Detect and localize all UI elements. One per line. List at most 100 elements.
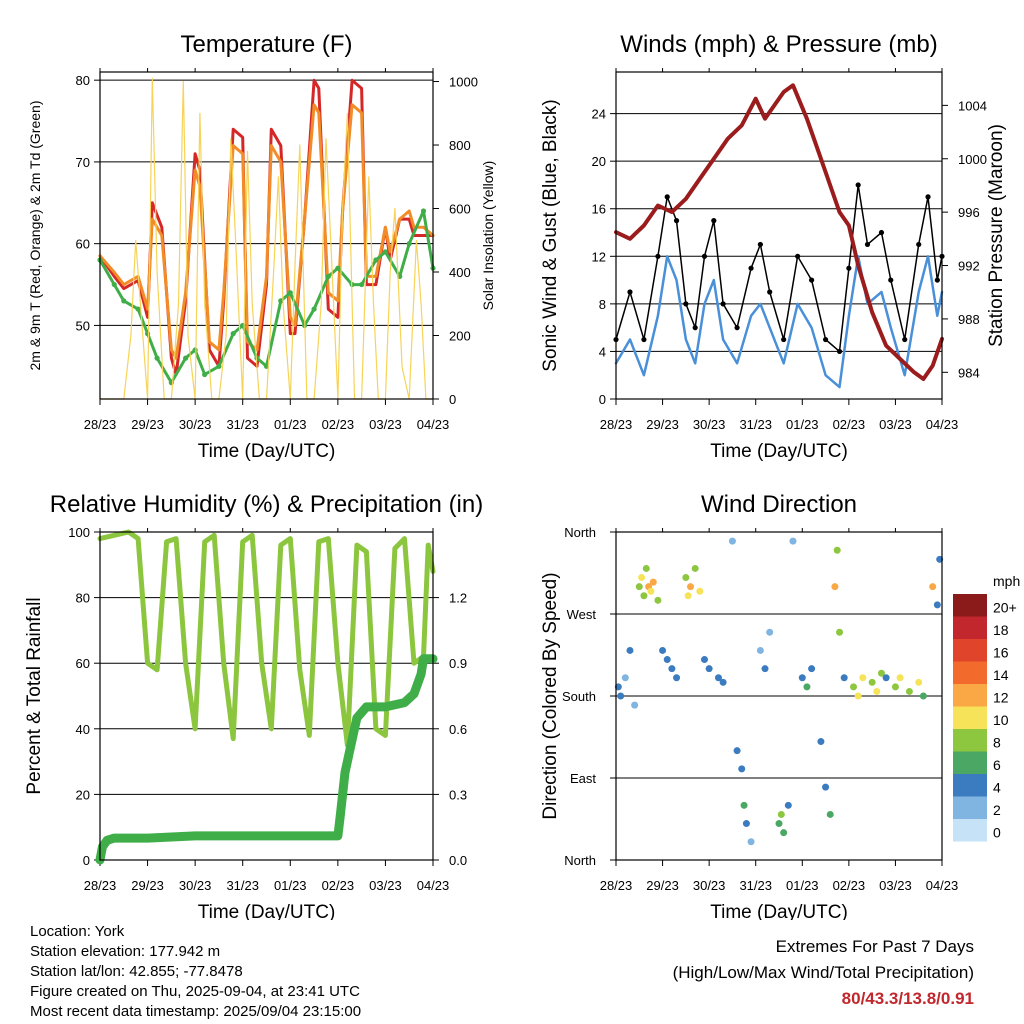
direction-point xyxy=(808,665,816,673)
gust-point xyxy=(664,194,670,200)
y-tick-label: 20 xyxy=(76,787,90,802)
gust-point xyxy=(855,182,861,188)
td-point xyxy=(183,355,189,361)
y-tick-label: 16 xyxy=(592,202,606,217)
station-latlon: Station lat/lon: 42.855; -77.8478 xyxy=(30,963,243,980)
gust-point xyxy=(836,348,843,355)
direction-point xyxy=(929,583,937,591)
legend-swatch xyxy=(953,661,987,684)
y2-tick-label: 988 xyxy=(958,312,980,327)
direction-point xyxy=(654,596,662,604)
y-tick-label: 0 xyxy=(83,853,90,868)
direction-point xyxy=(826,810,834,818)
direction-point xyxy=(728,537,736,545)
td-point xyxy=(230,331,236,337)
y2-tick-label: 1000 xyxy=(958,152,987,167)
y2-tick-label: 800 xyxy=(449,138,471,153)
x-tick-label: 31/23 xyxy=(226,417,259,432)
td-point xyxy=(325,273,331,279)
direction-point xyxy=(700,656,708,664)
td-point xyxy=(359,281,365,288)
direction-xlabel: Time (Day/UTC) xyxy=(710,902,848,920)
direction-frame xyxy=(615,531,943,861)
legend-label: 8 xyxy=(993,734,1001,750)
direction-point xyxy=(647,587,655,595)
direction-point xyxy=(659,646,667,654)
y-tick-label: 12 xyxy=(592,249,606,264)
direction-point xyxy=(617,692,625,700)
direction-point xyxy=(836,628,844,636)
td-point xyxy=(311,306,317,312)
legend-swatch xyxy=(953,706,987,729)
td-point xyxy=(202,371,208,378)
legend-label: 10 xyxy=(993,712,1009,728)
winds-chart: Winds (mph) & Pressure (mb) Time (Day/UTC… xyxy=(540,31,1007,462)
direction-point xyxy=(891,683,899,691)
x-tick-label: 29/23 xyxy=(131,878,164,893)
td-point xyxy=(382,249,389,255)
winds-frame xyxy=(615,71,943,400)
y-tick-label: 80 xyxy=(76,591,90,606)
direction-point xyxy=(840,674,848,682)
direction-point xyxy=(714,674,722,682)
gust-point xyxy=(692,325,698,331)
gust-point xyxy=(934,277,940,283)
direction-point xyxy=(850,683,858,691)
gust-point xyxy=(767,289,773,295)
y-tick-label: 70 xyxy=(76,155,90,170)
direction-point xyxy=(705,665,713,673)
direction-point xyxy=(873,687,881,695)
direction-point xyxy=(780,829,788,837)
legend-label: 4 xyxy=(993,779,1001,795)
direction-point xyxy=(882,674,890,682)
winds-ylabel: Sonic Wind & Gust (Blue, Black) xyxy=(540,99,561,371)
y2-tick-label: 0 xyxy=(449,392,456,407)
td-point xyxy=(111,281,117,288)
x-tick-label: 28/23 xyxy=(600,417,633,432)
legend-label: 6 xyxy=(993,757,1001,773)
x-tick-label: 04/23 xyxy=(417,878,450,893)
legend-label: 12 xyxy=(993,689,1009,705)
direction-point xyxy=(859,674,867,682)
x-tick-label: 31/23 xyxy=(739,878,772,893)
y-tick-label: 0 xyxy=(599,392,606,407)
extremes-values: 80/43.3/13.8/0.91 xyxy=(841,989,974,1008)
gust-point xyxy=(701,253,708,259)
y-tick-label: 40 xyxy=(76,722,90,737)
extremes-block: Extremes For Past 7 Days (High/Low/Max W… xyxy=(673,934,974,1012)
td-point xyxy=(420,208,427,214)
station-location: Location: York xyxy=(30,923,125,940)
td-point xyxy=(373,257,379,263)
x-tick-label: 31/23 xyxy=(226,878,259,893)
winds-xlabel: Time (Day/UTC) xyxy=(710,441,848,462)
x-tick-label: 03/23 xyxy=(369,878,402,893)
x-tick-label: 03/23 xyxy=(879,417,912,432)
gust-point xyxy=(781,336,787,343)
direction-point xyxy=(631,701,639,709)
direction-point xyxy=(784,801,792,809)
td-point xyxy=(154,355,160,361)
gust-point xyxy=(757,241,763,248)
legend-swatch xyxy=(953,684,987,707)
gust-point xyxy=(655,253,661,259)
gust-point xyxy=(734,325,740,331)
y2-tick-label: 0.3 xyxy=(449,787,467,802)
gust-point xyxy=(822,336,829,343)
y-tick-label: South xyxy=(562,689,596,704)
legend-label: 20+ xyxy=(993,599,1017,615)
gust-point xyxy=(809,277,815,283)
temperature-y2label: Solar Insolation (Yellow) xyxy=(480,161,496,311)
t9m-series-line xyxy=(98,103,435,360)
y2-tick-label: 984 xyxy=(958,365,980,380)
station-elevation: Station elevation: 177.942 m xyxy=(30,943,221,960)
precip-series-line xyxy=(95,654,438,865)
direction-point xyxy=(626,646,634,654)
x-tick-label: 28/23 xyxy=(84,878,117,893)
x-tick-label: 02/23 xyxy=(833,878,866,893)
direction-point xyxy=(803,683,811,691)
x-tick-label: 28/23 xyxy=(84,417,117,432)
direction-point xyxy=(877,669,885,677)
direction-point xyxy=(733,747,741,755)
temperature-chart: Temperature (F) Time (Day/UTC) 2m & 9m T (… xyxy=(27,31,496,462)
direction-point xyxy=(673,674,681,682)
